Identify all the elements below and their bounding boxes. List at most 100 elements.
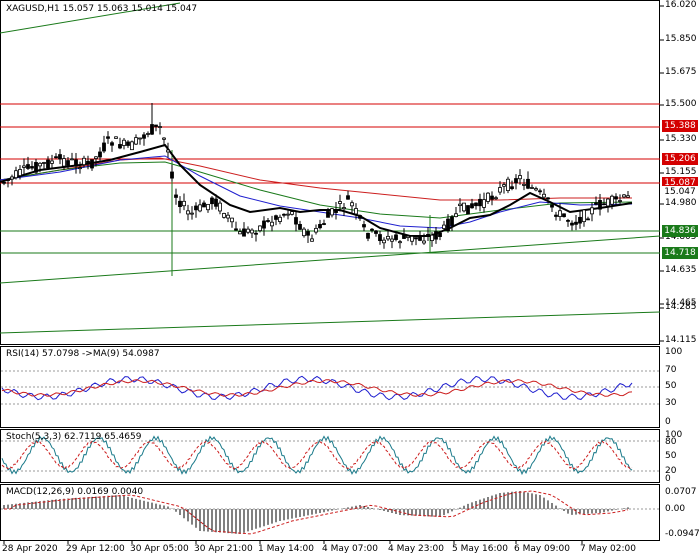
candle-body (102, 142, 106, 152)
candle-body (74, 159, 78, 167)
candle-body (86, 160, 90, 164)
price-tick-label: 14.285 (665, 302, 697, 312)
candle-body (318, 224, 322, 229)
candle-body (98, 151, 102, 158)
candle-body (278, 216, 282, 222)
candle-body (94, 156, 98, 159)
candle-body (274, 215, 278, 220)
candle-body (374, 230, 378, 234)
candle-body (118, 144, 122, 149)
candle-body (230, 217, 234, 223)
stoch-k-line (1, 435, 633, 476)
rsi-tick-label: 0 (665, 417, 671, 427)
candle-body (126, 141, 130, 146)
candle-body (46, 159, 50, 169)
candle-body (606, 198, 610, 207)
candle-body (482, 199, 486, 208)
candle-body (430, 234, 434, 242)
candle-body (454, 213, 458, 218)
stoch-title: Stoch(5,3,3) 62.7119 65.4659 (6, 432, 142, 442)
candle-body (190, 212, 194, 215)
candle-body (550, 204, 554, 208)
time-label: 30 Apr 05:00 (130, 544, 189, 554)
price-tick-label: 16.020 (665, 0, 697, 10)
candle-body (254, 232, 258, 235)
stoch-tick-label: 100 (665, 430, 683, 440)
candle-body (370, 228, 374, 231)
candle-body (554, 214, 558, 217)
candle-body (326, 211, 330, 218)
candle-body (58, 154, 62, 160)
time-label: 5 May 16:00 (452, 544, 508, 554)
price-tick-label: 14.115 (665, 335, 697, 345)
candle-body (450, 216, 454, 226)
chart-ohlc: 15.057 15.063 15.014 15.047 (62, 4, 198, 14)
candlesticks[interactable] (2, 103, 630, 249)
stoch-tick-label: 20 (665, 466, 677, 476)
candle-body (442, 224, 446, 229)
candle-body (462, 202, 466, 212)
macd-title: MACD(12,26,9) 0.0169 0.0040 (6, 487, 144, 497)
candle-body (558, 210, 562, 217)
candle-body (214, 198, 218, 207)
candle-body (622, 194, 626, 198)
candle-body (402, 233, 406, 239)
candle-body (142, 134, 146, 139)
candle-body (198, 204, 202, 212)
candle-body (26, 164, 30, 169)
candle-body (426, 234, 430, 236)
chart-symbol: XAGUSD,H1 (6, 4, 60, 14)
candle-body (226, 214, 230, 219)
time-label: 4 May 23:00 (388, 544, 444, 554)
price-tick-label: 15.500 (665, 99, 697, 109)
candle-body (438, 232, 442, 237)
candle-body (222, 213, 226, 218)
candle-body (6, 179, 10, 181)
price-tick-label: 15.850 (665, 34, 697, 44)
candle-body (162, 137, 166, 140)
candle-body (342, 207, 346, 210)
price-tag-support: 14.718 (662, 247, 698, 259)
candle-body (610, 195, 614, 205)
price-tick-label: 14.465 (665, 298, 697, 308)
candle-body (522, 183, 526, 186)
candle-body (422, 240, 426, 244)
trend-line[interactable] (0, 235, 661, 284)
candle-body (242, 228, 246, 237)
candle-body (178, 200, 182, 207)
candle-body (518, 175, 522, 180)
candle-body (110, 142, 114, 146)
candle-body (394, 234, 398, 240)
candle-body (530, 187, 534, 189)
rsi-line (1, 375, 633, 401)
candle-body (202, 202, 206, 208)
candle-body (186, 210, 190, 215)
trend-line[interactable] (0, 2, 181, 34)
price-tag-support: 14.836 (662, 225, 698, 237)
price-tick-label: 15.155 (665, 167, 697, 177)
candle-body (246, 228, 250, 233)
candle-body (614, 196, 618, 200)
candle-body (510, 186, 514, 190)
candle-body (66, 160, 70, 166)
candle-body (474, 202, 478, 207)
candle-body (290, 211, 294, 215)
candle-body (258, 225, 262, 232)
candle-body (414, 237, 418, 240)
candle-body (562, 213, 566, 218)
candle-body (526, 178, 530, 189)
candle-body (458, 203, 462, 207)
candle-body (434, 231, 438, 240)
candle-body (282, 213, 286, 216)
candle-body (594, 202, 598, 205)
candle-body (570, 222, 574, 226)
candle-body (182, 200, 186, 207)
stoch-tick-label: 0 (665, 474, 671, 484)
candle-body (598, 200, 602, 210)
macd-tick-label: 0.00 (665, 504, 686, 514)
candle-body (618, 200, 622, 202)
candle-body (346, 195, 350, 200)
trend-line[interactable] (0, 311, 661, 334)
candle-body (354, 208, 358, 215)
